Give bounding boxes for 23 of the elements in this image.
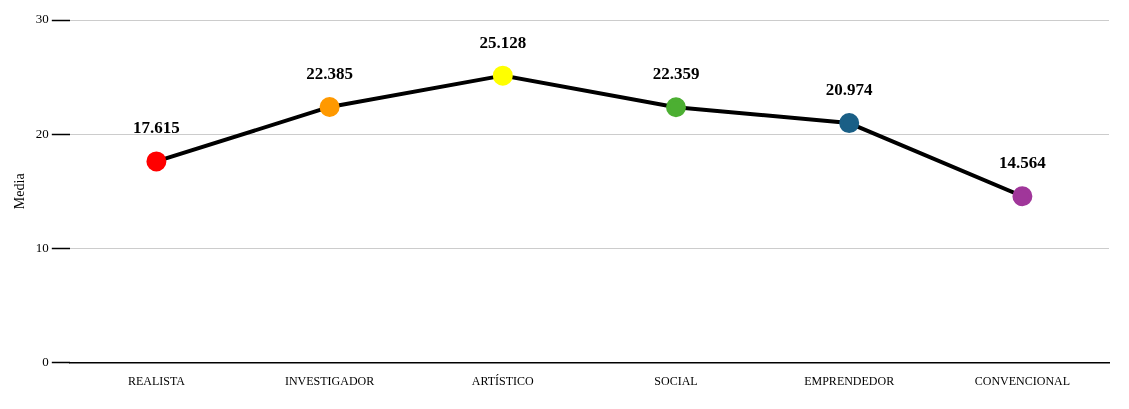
point	[839, 113, 860, 134]
point	[1012, 186, 1033, 207]
data-label: 22.385	[306, 63, 353, 83]
data-label: 14.564	[999, 153, 1047, 173]
data-label: 20.974	[825, 79, 874, 99]
data-label: 17.615	[133, 118, 180, 138]
point	[319, 96, 340, 117]
x-tick-label: INVESTIGADOR	[284, 373, 375, 388]
x-tick-label: CONVENCIONAL	[974, 373, 1071, 388]
point	[492, 65, 513, 86]
y-axis-title: Media	[12, 172, 28, 210]
y-tick-label: 30	[35, 11, 49, 27]
data-label: 25.128	[479, 32, 527, 52]
point	[146, 151, 167, 172]
point	[666, 97, 686, 118]
x-tick-label: ARTÍSTICO	[471, 373, 535, 388]
y-tick-label: 10	[35, 239, 49, 255]
x-tick-label: EMPRENDEDOR	[804, 373, 895, 388]
x-tick-label: REALISTA	[127, 373, 186, 388]
data-label: 22.359	[652, 64, 700, 84]
y-tick-label: 20	[35, 125, 49, 141]
y-tick-label: 0	[42, 354, 49, 370]
x-tick-label: SOCIAL	[654, 373, 698, 388]
